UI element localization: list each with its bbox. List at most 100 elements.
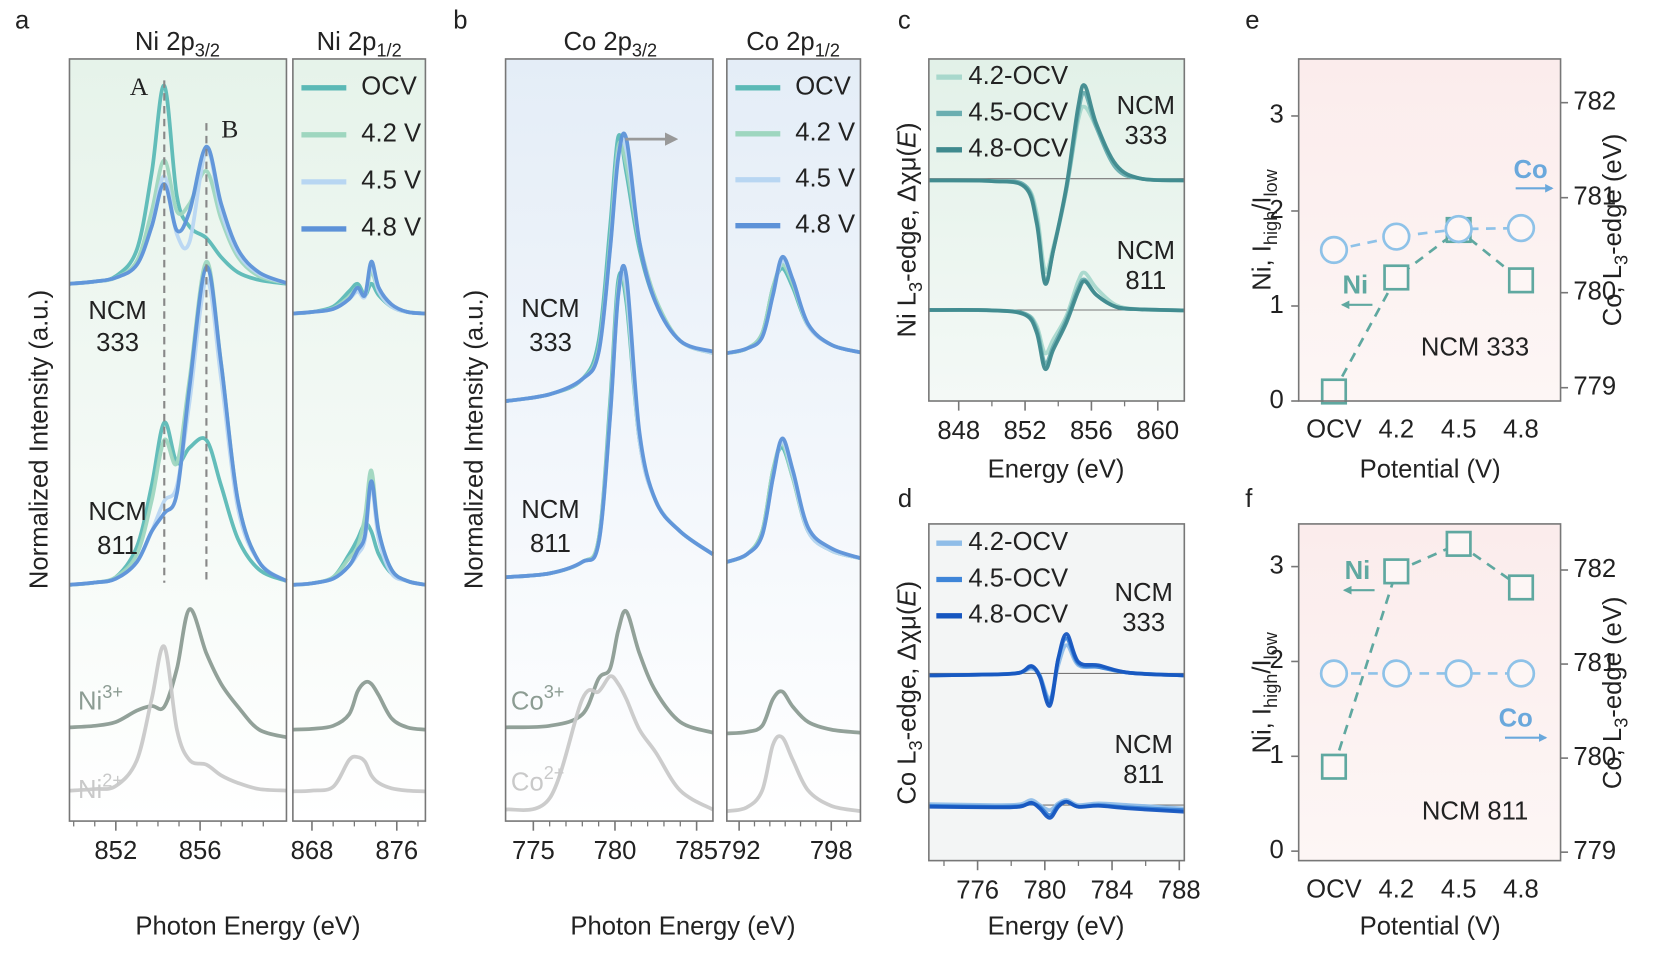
panel-title: Co 2p1/2 (746, 28, 840, 61)
x-axis-label: Energy (eV) (988, 455, 1125, 483)
text-part: -edge (eV) (1599, 597, 1627, 718)
x-tick-label: 780 (1023, 876, 1066, 904)
series-label: Co (1499, 704, 1533, 732)
series-label: Ni (1345, 557, 1371, 585)
spectrum (928, 279, 1185, 372)
marker (1320, 378, 1348, 405)
reference-spectrum (726, 689, 861, 736)
x-tick-label: 856 (1070, 417, 1113, 445)
y-tick-label: 1 (1269, 291, 1283, 319)
text-part: high (1261, 674, 1281, 708)
text-part: -edge (eV) (1599, 134, 1627, 255)
x-tick-label: 780 (594, 837, 637, 865)
sample-label: 811 (1123, 761, 1164, 789)
x-tick-label: 868 (291, 837, 334, 865)
connector (1332, 542, 1522, 768)
marker (1383, 264, 1410, 291)
text-part: ) (893, 581, 921, 590)
spectrum (726, 255, 861, 355)
text-part: E (893, 130, 921, 148)
x-tick-label: 776 (956, 876, 999, 904)
text-part: Ni (78, 776, 102, 804)
y-tick-label: 2 (1269, 196, 1283, 224)
marker (1507, 574, 1535, 601)
panel-letter: c (898, 6, 911, 34)
plot-frame (1297, 523, 1562, 862)
x-tick-label: OCV (1306, 875, 1362, 903)
sample-label: 333 (529, 329, 572, 357)
y-tick-label: 0 (1269, 386, 1283, 414)
legend-label: 4.5 V (795, 165, 855, 193)
sample-label: NCM (1117, 92, 1175, 120)
y-axis-label: Ni, Ihigh/Ilow (1248, 631, 1281, 753)
x-tick-label: 856 (179, 837, 222, 865)
reference-label: Co2+ (511, 763, 564, 797)
y-tick-label: 3 (1269, 101, 1283, 129)
text-part: E (893, 589, 921, 607)
connector (1333, 226, 1522, 252)
text-part: high (1261, 211, 1281, 245)
spectrum (69, 144, 288, 286)
legend-label: OCV (795, 73, 851, 101)
text-part: Co 2p (563, 28, 631, 56)
text-part: 3 (906, 740, 926, 750)
sample-label: NCM (521, 295, 579, 323)
marker (1506, 213, 1536, 243)
peak-label: B (221, 115, 238, 144)
reference-spectrum (505, 674, 714, 812)
spectrum (292, 479, 426, 587)
legend-label: 4.2 V (795, 119, 855, 147)
sample-annotation: NCM 811 (1422, 797, 1528, 825)
spectrum (928, 799, 1185, 820)
peak-label: A (130, 72, 149, 101)
spectrum (505, 263, 715, 580)
y2-tick-label: 782 (1573, 555, 1616, 583)
spectrum (505, 131, 714, 404)
sample-label: NCM (1114, 731, 1172, 759)
text-part: Co L (893, 750, 921, 804)
x-axis-label: Potential (V) (1360, 913, 1501, 941)
panel-letter: b (453, 6, 467, 34)
y2-tick-label: 781 (1573, 182, 1616, 210)
plot-background (69, 58, 287, 822)
x-axis-label: Photon Energy (eV) (135, 913, 360, 941)
y2-tick-label: 782 (1573, 87, 1616, 115)
marker (1319, 235, 1349, 265)
x-tick-label: 784 (1091, 876, 1134, 904)
y2-tick-label: 780 (1573, 277, 1616, 305)
marker (1445, 530, 1472, 557)
text-part: Co (511, 687, 544, 715)
text-part: 3+ (102, 682, 123, 702)
spectrum (928, 632, 1185, 708)
legend-label: 4.8 V (795, 210, 855, 238)
sample-annotation: NCM 333 (1421, 333, 1529, 361)
text-part: 3 (1611, 718, 1631, 728)
y2-tick-label: 779 (1573, 837, 1616, 865)
x-tick-label: 4.5 (1441, 875, 1477, 903)
panel-letter: d (898, 485, 912, 513)
legend-label: 4.2 V (361, 120, 421, 148)
text-part: low (1261, 168, 1281, 196)
legend-label: 4.5-OCV (968, 564, 1068, 592)
text-part: Co, L (1599, 728, 1627, 789)
text-part: Co (511, 768, 544, 796)
plot-frame (504, 58, 714, 822)
panel-title: Ni 2p3/2 (135, 28, 220, 61)
text-part: 3/2 (632, 40, 657, 60)
text-part: /I (1248, 659, 1276, 673)
plot-background (292, 58, 426, 822)
sample-label: 333 (96, 329, 139, 357)
y-axis-label: Normalized Intensity (a.u.) (460, 290, 488, 589)
legend-label: 4.8 V (361, 214, 421, 242)
spectrum (292, 259, 426, 316)
sample-label: 333 (1122, 609, 1165, 637)
sample-label: NCM (521, 496, 579, 524)
reference-label: Ni3+ (78, 682, 123, 716)
x-tick-label: 4.2 (1378, 875, 1414, 903)
plot-frame (726, 58, 862, 822)
x-tick-label: 848 (937, 417, 980, 445)
series-label: Ni (1343, 271, 1369, 299)
x-tick-label: 775 (512, 837, 555, 865)
sample-label: NCM (1114, 579, 1172, 607)
y-tick-label: 0 (1269, 836, 1283, 864)
